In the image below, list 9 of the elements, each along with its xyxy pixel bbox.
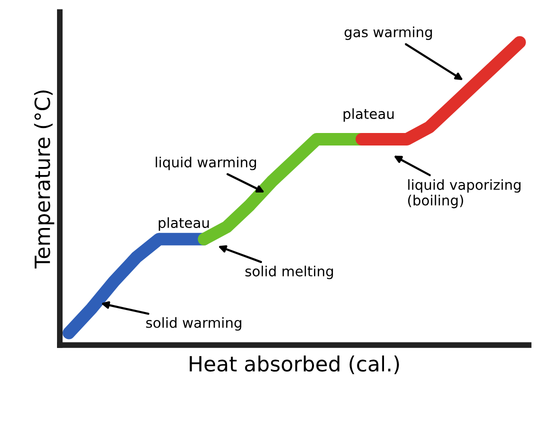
x-axis-title: Heat absorbed (cal.) xyxy=(190,356,399,374)
y-axis-title: Temperature (°C) xyxy=(34,90,54,269)
annotation: liquid vaporizing (boiling) xyxy=(408,179,520,208)
annotation: liquid warming xyxy=(156,156,256,170)
text: gas warming xyxy=(344,26,432,40)
annotation: plateau xyxy=(344,108,394,122)
annotation: solid warming xyxy=(146,317,242,331)
annotation: plateau xyxy=(158,217,209,231)
annotation: solid melting xyxy=(245,266,333,280)
